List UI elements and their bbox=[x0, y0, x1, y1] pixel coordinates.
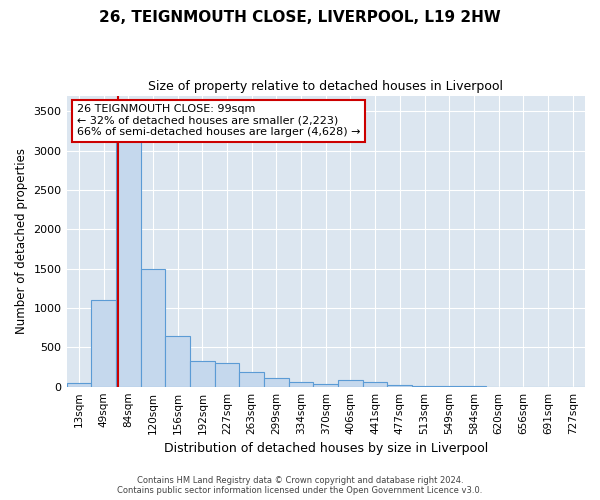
Bar bbox=[338, 380, 363, 386]
Bar bbox=[388, 384, 412, 386]
X-axis label: Distribution of detached houses by size in Liverpool: Distribution of detached houses by size … bbox=[164, 442, 488, 455]
Bar bbox=[289, 382, 313, 386]
Bar bbox=[140, 268, 165, 386]
Bar bbox=[363, 382, 388, 386]
Bar bbox=[313, 384, 338, 386]
Y-axis label: Number of detached properties: Number of detached properties bbox=[15, 148, 28, 334]
Bar bbox=[190, 360, 215, 386]
Text: Contains HM Land Registry data © Crown copyright and database right 2024.
Contai: Contains HM Land Registry data © Crown c… bbox=[118, 476, 482, 495]
Bar bbox=[215, 363, 239, 386]
Title: Size of property relative to detached houses in Liverpool: Size of property relative to detached ho… bbox=[148, 80, 503, 93]
Bar bbox=[264, 378, 289, 386]
Text: 26, TEIGNMOUTH CLOSE, LIVERPOOL, L19 2HW: 26, TEIGNMOUTH CLOSE, LIVERPOOL, L19 2HW bbox=[99, 10, 501, 25]
Bar bbox=[239, 372, 264, 386]
Bar bbox=[91, 300, 116, 386]
Text: 26 TEIGNMOUTH CLOSE: 99sqm
← 32% of detached houses are smaller (2,223)
66% of s: 26 TEIGNMOUTH CLOSE: 99sqm ← 32% of deta… bbox=[77, 104, 361, 138]
Bar bbox=[67, 382, 91, 386]
Bar bbox=[165, 336, 190, 386]
Bar bbox=[116, 115, 140, 386]
